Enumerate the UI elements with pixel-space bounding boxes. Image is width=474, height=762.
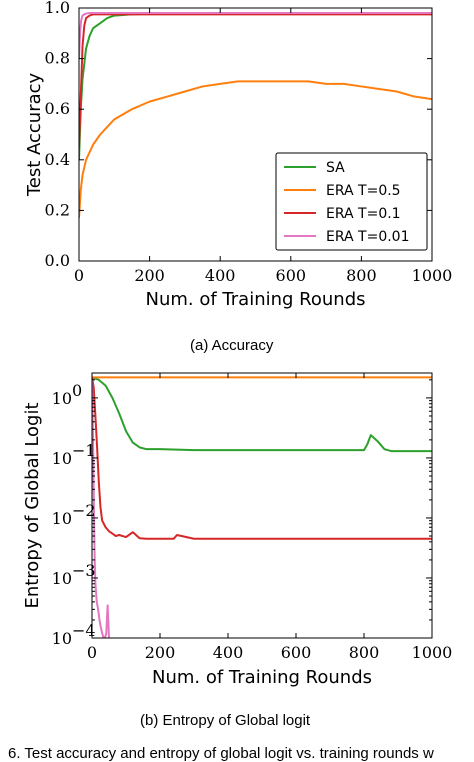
series-line-era-t-0-1 xyxy=(92,377,432,540)
y-tick-label: 10 xyxy=(52,449,72,468)
legend: SA ERA T=0.5 ERA T=0.1 ERA T=0.01 xyxy=(275,152,428,251)
series-line-era-t-0-01 xyxy=(79,12,432,59)
series-line-sa xyxy=(92,376,432,453)
y-tick-label: 0.4 xyxy=(45,150,70,169)
x-tick-label: 0 xyxy=(87,643,97,662)
y-tick-label: 1.0 xyxy=(45,0,70,17)
plot-frame xyxy=(78,7,433,262)
y-tick-exponent: −1 xyxy=(72,441,96,460)
x-tick-label: 1000 xyxy=(412,643,453,662)
y-axis-title: Test Accuracy xyxy=(24,72,45,197)
y-tick-label: 0.0 xyxy=(45,251,70,270)
series-line-era-t-0-5 xyxy=(79,80,432,219)
y-tick-exponent: 0 xyxy=(72,381,82,400)
x-tick-label: 200 xyxy=(145,643,176,662)
y-tick-label: 10 xyxy=(52,509,72,528)
x-tick-label: 800 xyxy=(346,266,377,285)
y-tick-label: 0.2 xyxy=(45,200,70,219)
legend-box xyxy=(275,152,428,251)
y-tick-label: 10 xyxy=(52,389,72,408)
figure-caption: 6. Test accuracy and entropy of global l… xyxy=(8,745,434,762)
series-line-era-t-0-1 xyxy=(79,13,432,148)
x-tick-label: 400 xyxy=(205,266,236,285)
series-line-sa xyxy=(79,12,432,160)
x-tick-label: 600 xyxy=(281,643,312,662)
legend-label-sa: SA xyxy=(326,160,345,176)
caption-b: (b) Entropy of Global logit xyxy=(140,712,311,729)
x-tick-label: 800 xyxy=(349,643,380,662)
legend-label-era-t-0-5: ERA T=0.5 xyxy=(326,183,401,199)
x-tick-label: 400 xyxy=(213,643,244,662)
x-tick-label: 1000 xyxy=(412,266,453,285)
y-tick-label: 10 xyxy=(52,569,72,588)
chart-1: 0 200 400 600 800 1000 0.0 0.2 0.4 0.6 0.8 1.0 Num. … xyxy=(24,0,452,310)
plot-frame xyxy=(91,372,433,639)
y-tick-exponent: −2 xyxy=(72,501,96,520)
y-tick-label: 10 xyxy=(52,629,72,648)
x-axis-title: Num. of Training Rounds xyxy=(146,289,366,310)
y-tick-label: 0.6 xyxy=(45,99,70,118)
legend-label-era-t-0-1: ERA T=0.1 xyxy=(326,206,401,222)
legend-label-era-t-0-01: ERA T=0.01 xyxy=(326,229,410,245)
y-axis-title: Entropy of Global Logit xyxy=(22,402,43,608)
y-tick-exponent: −3 xyxy=(72,561,96,580)
x-tick-label: 0 xyxy=(74,266,84,285)
y-tick-label: 0.8 xyxy=(45,49,70,68)
y-tick-exponent: −4 xyxy=(72,621,96,640)
x-axis-title: Num. of Training Rounds xyxy=(152,667,372,688)
caption-a: (a) Accuracy xyxy=(190,337,274,354)
x-tick-label: 600 xyxy=(276,266,307,285)
x-tick-label: 200 xyxy=(134,266,165,285)
series-line-era-t-0-01 xyxy=(92,379,110,638)
